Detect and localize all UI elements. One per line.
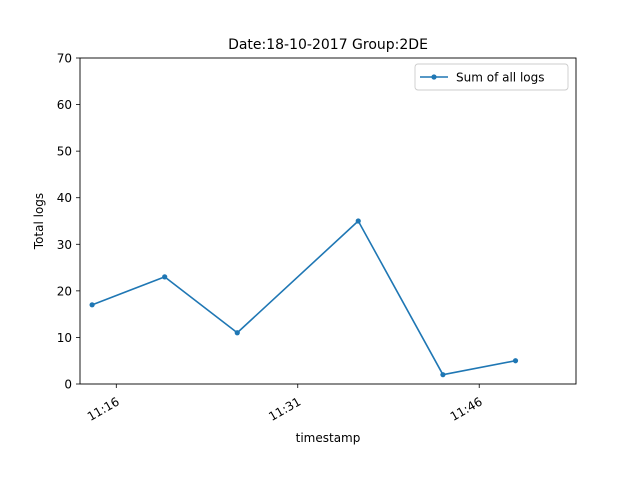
plot-frame [79, 57, 577, 385]
x-axis-label: timestamp [296, 431, 361, 445]
y-tick-label: 10 [57, 331, 72, 345]
plot-area: 0 10 20 30 40 50 60 70 11:16 11:31 11:46 Sum of all… [57, 52, 577, 424]
y-tick-label: 70 [57, 52, 72, 66]
legend-label: Sum of all logs [456, 71, 545, 85]
data-point [512, 358, 519, 364]
x-tick-label: 11:46 [448, 394, 485, 423]
data-point [355, 218, 361, 224]
y-axis-label: Total logs [32, 193, 46, 250]
series-line [91, 220, 516, 376]
y-tick-label: 0 [64, 378, 72, 392]
data-point [234, 330, 240, 336]
legend-marker [431, 74, 437, 80]
data-point [89, 302, 95, 308]
y-tick-label: 50 [57, 145, 72, 159]
data-point [162, 274, 168, 280]
y-tick-label: 40 [57, 191, 72, 205]
x-tick-label: 11:16 [85, 394, 122, 423]
chart-title: Date:18-10-2017 Group:2DE [228, 37, 428, 53]
y-tick-label: 60 [57, 98, 72, 112]
data-point [440, 372, 446, 378]
legend-box [414, 63, 569, 91]
x-tick-label: 11:31 [266, 394, 303, 423]
y-tick-label: 30 [57, 238, 72, 252]
y-tick-label: 20 [57, 284, 72, 298]
